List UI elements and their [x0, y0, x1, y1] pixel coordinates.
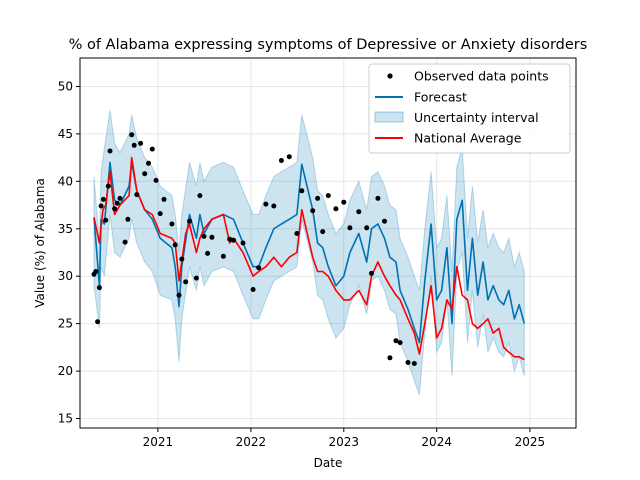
- observed-point: [240, 240, 246, 246]
- observed-point: [220, 253, 226, 259]
- observed-point: [375, 195, 381, 201]
- observed-point: [122, 239, 128, 245]
- observed-point: [250, 287, 256, 292]
- legend-national-label: National Average: [414, 131, 522, 146]
- x-tick-label: 2024: [421, 435, 452, 449]
- observed-point: [197, 193, 203, 199]
- forecast-line: [93, 161, 526, 344]
- y-tick-label: 40: [58, 174, 73, 188]
- observed-point: [364, 225, 370, 231]
- observed-point: [146, 160, 151, 166]
- observed-point: [387, 355, 393, 361]
- observed-point: [129, 132, 135, 138]
- observed-point: [169, 221, 175, 227]
- observed-point: [98, 203, 104, 209]
- observed-point: [310, 208, 316, 214]
- observed-point: [131, 142, 137, 148]
- observed-point: [333, 206, 339, 212]
- y-tick-label: 25: [58, 317, 73, 331]
- y-tick-label: 20: [58, 364, 73, 378]
- observed-point: [95, 319, 101, 325]
- legend-observed-marker: [387, 73, 393, 79]
- observed-point: [315, 195, 321, 201]
- observed-point: [231, 237, 236, 243]
- observed-point: [369, 270, 374, 276]
- uncertainty-band-layer: [93, 110, 525, 395]
- observed-point: [107, 148, 113, 154]
- observed-points-layer: [91, 132, 417, 366]
- series-lines-layer: [93, 156, 526, 361]
- observed-point: [271, 203, 277, 209]
- y-tick-label: 50: [58, 80, 73, 94]
- chart-title: % of Alabama expressing symptoms of Depr…: [69, 37, 588, 53]
- grid: [80, 58, 576, 428]
- observed-point: [405, 360, 411, 365]
- observed-point: [397, 340, 403, 346]
- legend-interval-swatch: [374, 111, 404, 123]
- observed-point: [341, 199, 347, 205]
- legend-box: [368, 63, 571, 154]
- legend-interval-label: Uncertainty interval: [414, 110, 539, 125]
- x-axis-label: Date: [314, 456, 343, 470]
- observed-point: [105, 183, 111, 189]
- y-axis-label: Value (%) of Alabama: [33, 178, 47, 308]
- y-tick-label: 35: [58, 222, 73, 236]
- observed-point: [134, 192, 140, 198]
- observed-point: [114, 200, 120, 206]
- observed-point: [256, 265, 262, 271]
- observed-point: [179, 256, 185, 262]
- observed-point: [112, 206, 118, 212]
- observed-point: [278, 158, 284, 163]
- uncertainty-band: [93, 110, 525, 395]
- observed-point: [142, 171, 148, 177]
- observed-point: [100, 196, 106, 202]
- observed-point: [193, 275, 199, 281]
- observed-point: [125, 216, 131, 222]
- observed-point: [153, 177, 159, 183]
- national-average-line: [93, 156, 525, 361]
- legend: Observed data points Forecast Uncertaint…: [368, 63, 571, 154]
- observed-point: [96, 285, 102, 291]
- observed-point: [356, 209, 362, 215]
- observed-point: [382, 218, 387, 224]
- observed-point: [93, 269, 99, 274]
- observed-point: [294, 231, 300, 236]
- observed-point: [183, 279, 189, 285]
- observed-point: [149, 146, 155, 152]
- observed-point: [209, 234, 215, 240]
- observed-point: [299, 188, 305, 194]
- observed-point: [161, 196, 167, 202]
- observed-point: [176, 292, 182, 298]
- x-tick-label: 2021: [143, 435, 174, 449]
- observed-point: [227, 236, 233, 242]
- observed-point: [157, 211, 163, 217]
- observed-point: [201, 233, 207, 239]
- observed-point: [187, 218, 192, 224]
- observed-point: [103, 217, 109, 223]
- observed-point: [117, 195, 123, 201]
- observed-point: [320, 229, 326, 235]
- observed-point: [263, 201, 269, 207]
- legend-forecast-label: Forecast: [414, 90, 467, 105]
- observed-point: [286, 154, 292, 160]
- observed-point: [205, 250, 211, 256]
- observed-point: [325, 193, 331, 199]
- plot-frame: [79, 57, 577, 429]
- observed-point: [172, 242, 178, 248]
- x-tick-label: 2025: [515, 435, 546, 449]
- observed-point: [393, 338, 399, 344]
- observed-point: [411, 361, 417, 366]
- observed-point: [347, 225, 353, 231]
- observed-point: [138, 140, 144, 146]
- x-tick-label: 2022: [236, 435, 267, 449]
- y-tick-label: 15: [58, 412, 73, 426]
- legend-observed-label: Observed data points: [414, 69, 549, 84]
- y-tick-label: 45: [58, 127, 73, 141]
- x-tick-label: 2023: [329, 435, 360, 449]
- y-tick-label: 30: [58, 269, 73, 283]
